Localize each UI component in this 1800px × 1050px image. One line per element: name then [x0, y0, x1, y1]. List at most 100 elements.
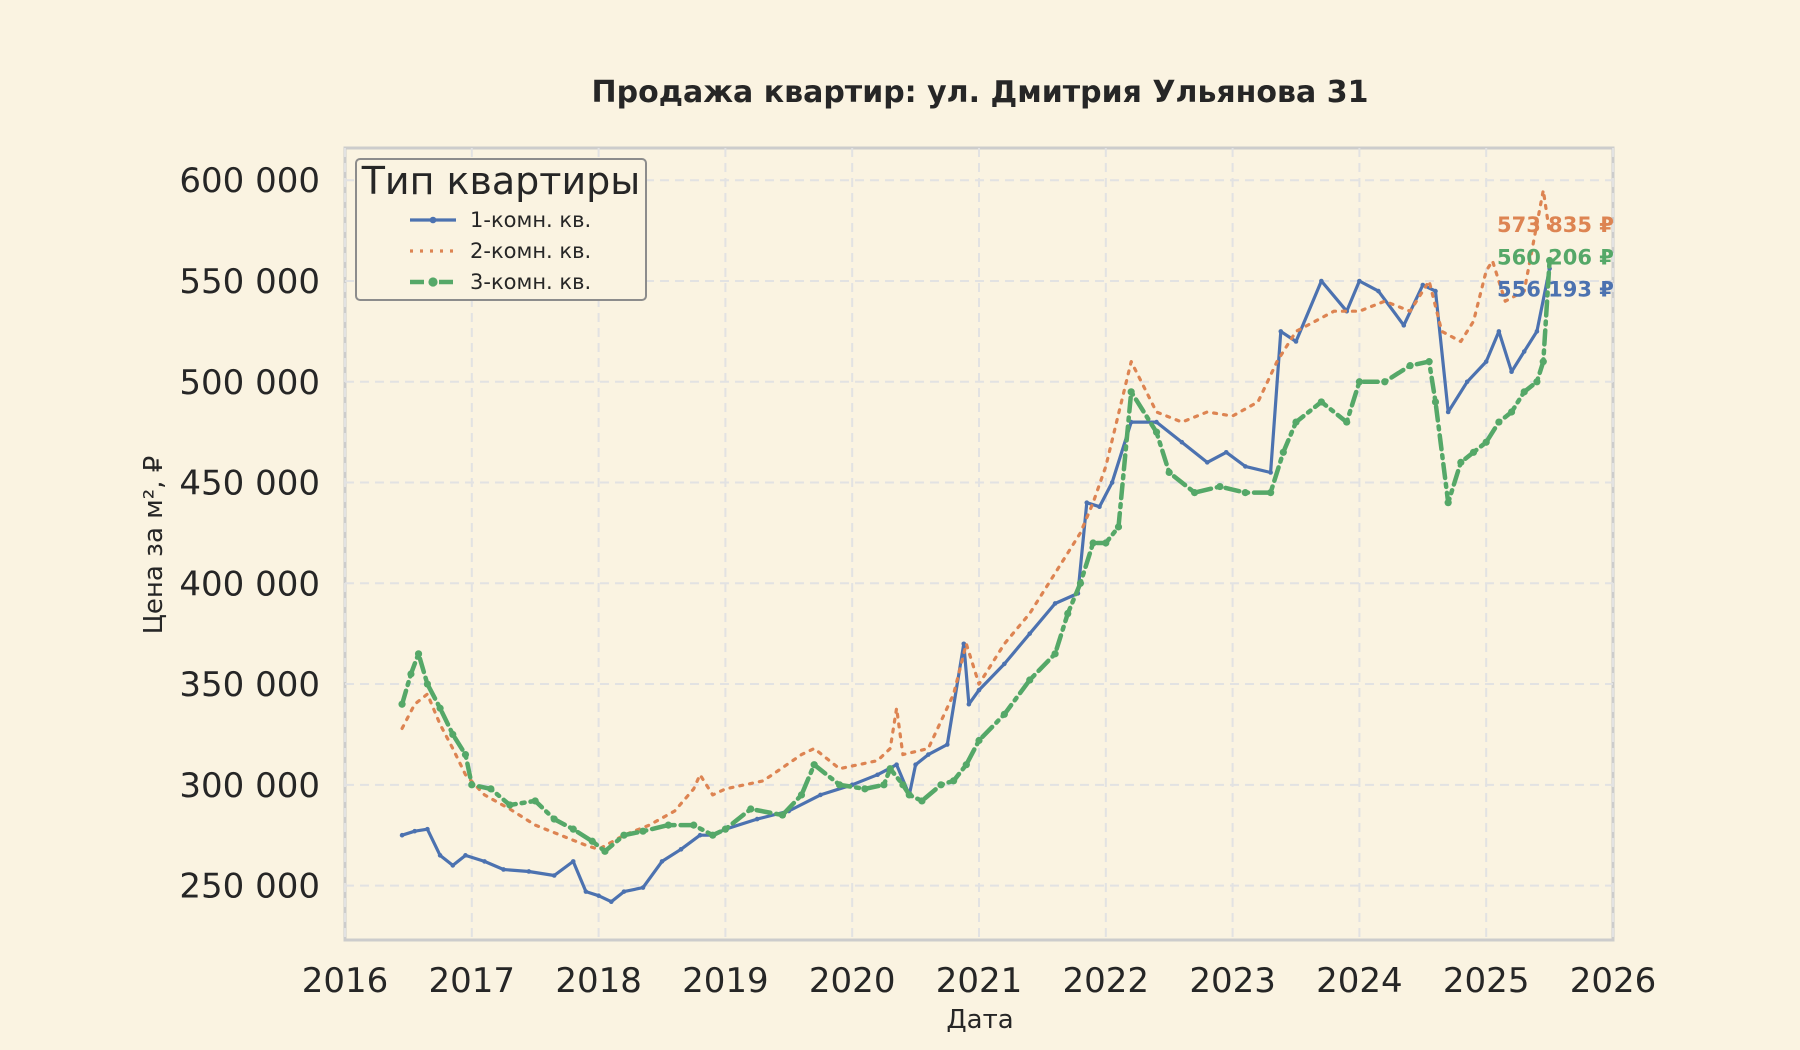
series-1-point: [596, 893, 601, 898]
plot-area: 2016 2017 2018 2019 2020 2021 2022 2023 2024 2025…: [179, 146, 1657, 1001]
series-3-point: [1317, 398, 1325, 406]
series-1-point: [437, 853, 443, 858]
x-tick-label: 2017: [429, 961, 516, 1001]
series-1-point: [1319, 278, 1324, 284]
series-3-point: [1152, 428, 1161, 436]
y-tick-label: 300 000: [179, 766, 320, 806]
series-3-point: [1089, 539, 1097, 547]
series-1-point: [608, 899, 614, 905]
series-1-point: [1223, 450, 1229, 455]
series-1-point: [425, 826, 430, 832]
series-3-point: [1000, 710, 1008, 718]
series-3-point: [1127, 388, 1135, 396]
series-3-point: [861, 785, 869, 793]
series-1-point: [640, 885, 646, 890]
legend: Тип квартиры 1-комн. кв. 2-комн. кв. 3-комн…: [355, 158, 647, 301]
series-1-point: [818, 792, 823, 798]
end-value-label: 560 206 ₽: [1497, 245, 1614, 269]
series-3-point: [639, 827, 647, 835]
series-1-point: [1052, 601, 1058, 606]
x-tick-label: 2016: [302, 961, 389, 1001]
series-1-point: [754, 816, 760, 822]
series-3-point: [1520, 388, 1528, 396]
legend-label: 1-комн. кв.: [470, 208, 591, 232]
legend-box: [355, 158, 647, 301]
series-1-point: [966, 701, 972, 707]
y-tick-label: 600 000: [179, 161, 320, 201]
series-3-point: [1216, 482, 1224, 491]
series-1-point: [1109, 480, 1115, 485]
series-3-point: [950, 777, 958, 785]
series-1-point: [976, 687, 982, 693]
series-1-point: [526, 869, 532, 874]
x-tick-label: 2020: [809, 961, 896, 1001]
series-3-point: [1026, 676, 1034, 684]
series-3-point: [1241, 489, 1249, 497]
end-value-label: 573 835 ₽: [1497, 213, 1614, 237]
series-3-point: [1533, 378, 1541, 386]
x-tick-label: 2021: [936, 961, 1023, 1001]
series-3-point: [835, 781, 844, 789]
series-1-point: [961, 641, 967, 647]
series-3-point: [398, 700, 406, 708]
series-1-point: [1357, 278, 1362, 284]
series-1-point: [1097, 504, 1102, 510]
series-3-point: [899, 781, 907, 789]
series-1-point: [1521, 349, 1527, 354]
series-1-point: [412, 828, 418, 834]
series-3-point: [1343, 418, 1351, 426]
series-1-point: [583, 889, 589, 894]
series-3-point: [436, 704, 444, 712]
series-3-point: [905, 791, 913, 799]
series-1-point: [551, 873, 557, 878]
series-3-point: [1381, 378, 1389, 386]
series-1-point: [1204, 460, 1210, 465]
legend-marker: [429, 216, 437, 224]
series-3-point: [690, 821, 698, 829]
y-tick-label: 550 000: [179, 262, 320, 302]
series-1-point: [913, 762, 918, 767]
series-1-point: [1179, 439, 1185, 445]
series-3-point: [569, 825, 577, 833]
series-3-point: [1457, 458, 1465, 466]
series-1-point: [1534, 329, 1540, 334]
series-1-point: [1376, 288, 1381, 294]
series-1-point: [925, 752, 931, 757]
series-line-2: [400, 188, 1552, 851]
series-3-point: [1292, 418, 1300, 426]
series-1-point: [463, 853, 468, 858]
series-3-point: [1431, 398, 1440, 406]
series-3-point: [487, 785, 495, 793]
y-tick-label: 400 000: [179, 564, 320, 604]
series-3-point: [601, 847, 609, 855]
series-1-point: [875, 772, 880, 778]
x-tick-label: 2025: [1443, 961, 1530, 1001]
series-1-point: [697, 832, 703, 838]
series-3-point: [468, 781, 476, 789]
series-1-point: [945, 742, 950, 747]
series-3-point: [1190, 489, 1199, 497]
x-tick-label: 2026: [1570, 961, 1657, 1001]
end-value-label: 556 193 ₽: [1497, 278, 1614, 302]
series-3-point: [937, 781, 945, 789]
series-1-point: [1483, 359, 1489, 364]
series-3-point: [1444, 499, 1452, 507]
series-1-point: [659, 859, 665, 864]
legend-label: 3-комн. кв.: [470, 270, 591, 294]
series-3-point: [1425, 358, 1433, 366]
x-axis-label: Дата: [946, 1005, 1013, 1035]
legend-marker: [428, 277, 438, 287]
series-3-point: [1507, 408, 1516, 416]
series-3-point: [1114, 523, 1123, 531]
y-axis-label: Цена за м², ₽: [139, 456, 169, 635]
series-3-point: [1279, 448, 1287, 456]
series-3-point: [531, 797, 539, 805]
series-3-point: [747, 805, 755, 813]
series-3-point: [810, 761, 818, 769]
series-3-point: [1539, 358, 1547, 366]
x-tick-label: 2018: [555, 961, 642, 1001]
series-3-point: [962, 761, 970, 769]
series-1-point: [1268, 470, 1273, 475]
series-3-point: [778, 811, 787, 819]
